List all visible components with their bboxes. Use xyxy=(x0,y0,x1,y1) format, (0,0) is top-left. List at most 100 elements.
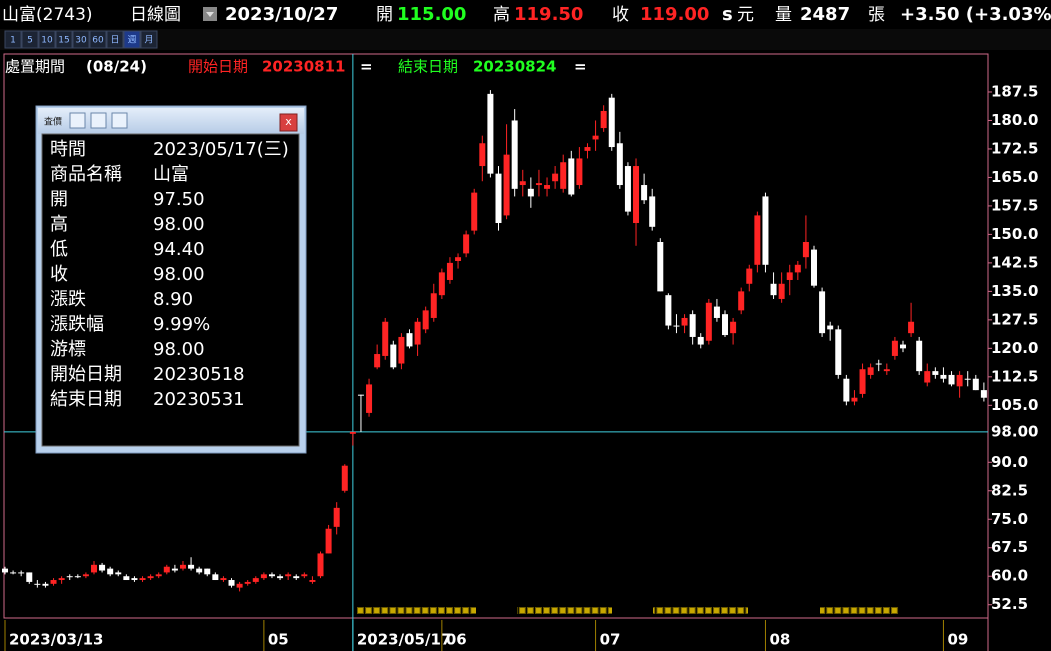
candle-body xyxy=(503,154,510,216)
info-value: 98.00 xyxy=(153,339,205,360)
toolbar-button[interactable] xyxy=(140,30,158,49)
stock-name: 山富(2743) xyxy=(2,5,93,25)
candle-body xyxy=(333,507,340,527)
candle-body xyxy=(341,465,348,491)
candle-body xyxy=(843,378,850,402)
candle-body xyxy=(657,242,664,292)
toolbar-button[interactable] xyxy=(38,30,56,49)
candle-body xyxy=(487,93,494,174)
candle-body xyxy=(738,291,745,311)
change: +3.50 (+3.03% xyxy=(900,4,1051,25)
period: (08/24) xyxy=(86,58,147,76)
candle-body xyxy=(972,378,979,391)
candle-body xyxy=(463,234,470,254)
candle-body xyxy=(883,369,890,372)
candle-body xyxy=(422,310,429,330)
end: 20230824 xyxy=(473,58,557,76)
y-tick-label: 165.0 xyxy=(991,168,1038,186)
candle-body xyxy=(746,268,753,284)
info-value: 98.00 xyxy=(153,264,205,285)
toolbar-bg xyxy=(0,29,1051,50)
candle-body xyxy=(204,568,211,575)
toolbar-button[interactable] xyxy=(106,30,124,49)
candle-body xyxy=(58,578,65,581)
candle-body xyxy=(325,528,332,554)
toolbar-button[interactable] xyxy=(55,30,73,49)
x-tick-label: 08 xyxy=(769,631,790,649)
legend: 處置期間 (08/24) 開始日期 20230811 = 結束日期 202308… xyxy=(5,58,587,76)
toolbar-button[interactable] xyxy=(89,30,107,49)
candle-body xyxy=(131,578,138,581)
toolbar-button[interactable] xyxy=(123,30,141,49)
candle-body xyxy=(576,158,583,186)
y-tick-label: 67.5 xyxy=(991,538,1028,556)
candle-body xyxy=(438,272,445,296)
candle-body xyxy=(552,173,559,182)
candle-body xyxy=(802,242,809,258)
info-value: 山富 xyxy=(153,164,189,185)
y-tick-label: 150.0 xyxy=(991,225,1038,243)
info-value: 2023/05/17(三) xyxy=(153,139,289,160)
candle-body xyxy=(139,578,146,581)
toolbar-label: 30 xyxy=(75,36,87,46)
candle-body xyxy=(697,336,704,345)
candle-body xyxy=(932,371,939,375)
close-icon: x xyxy=(285,115,292,128)
candle-body xyxy=(382,321,389,356)
candle-body xyxy=(479,143,486,167)
info-label: 開 xyxy=(50,189,68,210)
candle-body xyxy=(42,583,49,586)
candle-body xyxy=(115,572,122,575)
candle-body xyxy=(673,325,680,327)
disposal-marker xyxy=(517,607,612,615)
candle-body xyxy=(730,321,737,334)
header: 山富(2743) 日線圖 2023/10/27 開 115.00 高 119.5… xyxy=(2,4,1051,25)
toolbar-button[interactable] xyxy=(21,30,39,49)
info-label: 結束日期 xyxy=(50,389,122,410)
x-tick-label: 09 xyxy=(947,631,968,649)
candle-body xyxy=(293,576,300,579)
toolbar-label: 60 xyxy=(92,36,104,46)
candle-body xyxy=(940,374,947,379)
candle-body xyxy=(770,283,777,296)
candle-body xyxy=(592,135,599,140)
y-tick-label: 157.5 xyxy=(991,196,1038,214)
candle-body xyxy=(196,568,203,573)
y-tick-label: 180.0 xyxy=(991,111,1038,129)
open: 115.00 xyxy=(397,4,466,25)
open-label: 開 xyxy=(376,5,393,25)
date: 2023/10/27 xyxy=(225,4,338,25)
settings-button[interactable] xyxy=(111,112,128,129)
candle-body xyxy=(260,574,267,579)
toolbar-button[interactable] xyxy=(72,30,90,49)
close-button[interactable] xyxy=(279,113,298,132)
font-up-button[interactable] xyxy=(69,112,86,129)
toolbar-button[interactable] xyxy=(4,30,22,49)
font-down-button[interactable] xyxy=(90,112,107,129)
unit: 元 xyxy=(737,5,754,25)
toolbar-label: 5 xyxy=(27,36,33,46)
candle-body xyxy=(317,553,324,577)
y-tick-label: 105.0 xyxy=(991,396,1038,414)
candle-body xyxy=(956,374,963,387)
disposal-marker xyxy=(653,607,748,615)
y-tick-label: 187.5 xyxy=(991,82,1038,100)
high: 119.50 xyxy=(514,4,583,25)
candle-body xyxy=(374,354,381,368)
candle-body xyxy=(722,314,729,336)
candle-body xyxy=(544,185,551,189)
y-tick-label: 90.0 xyxy=(991,453,1028,471)
candle-body xyxy=(414,321,421,345)
candle-body xyxy=(616,143,623,186)
start: 20230811 xyxy=(262,58,346,76)
y-tick-label: 60.0 xyxy=(991,567,1028,585)
view-label: 日線圖 xyxy=(130,5,181,25)
candle-body xyxy=(163,566,170,573)
candle-body xyxy=(309,580,316,582)
disposal-marker xyxy=(820,607,899,615)
candle-body xyxy=(390,344,397,368)
candle-body xyxy=(171,568,178,571)
candle-body xyxy=(188,564,195,569)
x-tick-label: 05 xyxy=(268,631,289,649)
info-panel[interactable]: 査價 x 時間 2023/05/17(三) 商品名稱 山富開 97.50 高 98.00 低 9… xyxy=(35,105,307,454)
